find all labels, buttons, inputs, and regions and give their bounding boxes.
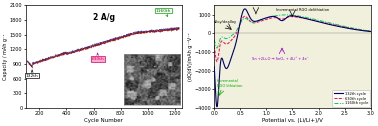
Text: Incremental RGO delithiation: Incremental RGO delithiation <box>276 8 329 12</box>
Text: Incremental
RGO lithiation: Incremental RGO lithiation <box>217 79 242 88</box>
Text: 2 A/g: 2 A/g <box>93 13 115 22</box>
Text: 132th: 132th <box>26 70 39 78</box>
Legend: 132th cycle, 630th cycle, 1160th cycle: 132th cycle, 630th cycle, 1160th cycle <box>333 90 370 107</box>
X-axis label: Potential vs. (Li/Li+)/V: Potential vs. (Li/Li+)/V <box>262 118 323 122</box>
Y-axis label: (dQ/dV)/mAh g⁻¹V⁻¹: (dQ/dV)/mAh g⁻¹V⁻¹ <box>188 32 193 81</box>
X-axis label: Cycle Number: Cycle Number <box>84 118 123 122</box>
Text: alloy/dealloy: alloy/dealloy <box>214 20 237 24</box>
Y-axis label: Capacity / mAh g⁻¹: Capacity / mAh g⁻¹ <box>3 34 8 80</box>
Text: 630th: 630th <box>91 53 104 61</box>
Text: Sn +2Li₂O → SnO₂ + 4Li⁺ + 4e⁻: Sn +2Li₂O → SnO₂ + 4Li⁺ + 4e⁻ <box>252 57 308 61</box>
Text: 1160th: 1160th <box>156 9 171 16</box>
